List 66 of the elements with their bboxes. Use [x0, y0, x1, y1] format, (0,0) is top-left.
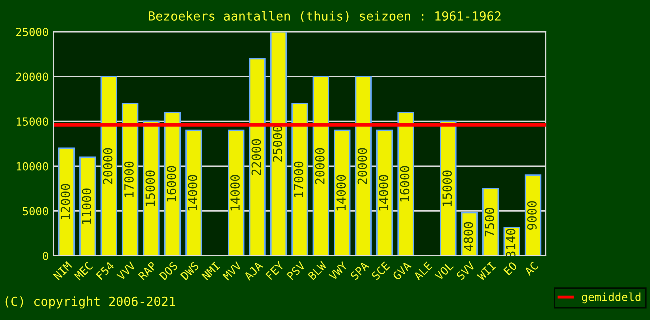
data-label: 16000: [400, 166, 410, 202]
bar: [312, 76, 330, 256]
x-tick-label: GVA: [392, 261, 412, 281]
x-tick-label: VWY: [328, 261, 348, 281]
bar: [186, 130, 202, 256]
data-label: 17000: [294, 162, 304, 198]
data-label: 14000: [336, 175, 346, 211]
bar: [334, 130, 351, 256]
x-tick-label: FEY: [266, 261, 285, 280]
x-tick-label: MEC: [74, 262, 94, 281]
data-label: 22000: [252, 139, 262, 176]
data-label: 20000: [315, 148, 325, 184]
chart-title: Bezoekers aantallen (thuis) seizoen : 1961-1962: [149, 11, 501, 22]
bar: [228, 130, 245, 256]
bar: [440, 120, 457, 256]
y-tick-label: 0: [43, 252, 48, 260]
data-label: 17000: [124, 162, 134, 198]
bar: [80, 156, 96, 256]
bar: [122, 102, 139, 256]
data-label: 12000: [60, 184, 70, 220]
x-tick-label: SCE: [371, 262, 390, 281]
y-tick-label: 15000: [16, 118, 48, 126]
bar: [376, 130, 394, 256]
data-label: 4800: [464, 222, 474, 252]
data-label: 3140: [506, 229, 516, 258]
bar: [355, 76, 372, 256]
x-tick-label: DWS: [180, 262, 200, 281]
bar: [524, 174, 542, 256]
bar: [100, 76, 118, 256]
bar: [292, 102, 308, 256]
data-label: 11000: [82, 188, 92, 224]
bar: [164, 112, 182, 256]
data-label: 15000: [442, 170, 452, 206]
bar: [58, 148, 76, 256]
x-tick-label: AJA: [244, 261, 264, 282]
data-label: 15000: [146, 170, 156, 206]
bar: [249, 58, 266, 256]
y-tick-label: 5000: [23, 207, 48, 216]
y-tick-label: 25000: [16, 28, 48, 36]
data-label: 20000: [358, 148, 368, 184]
bar: [398, 112, 414, 256]
bar: [270, 32, 288, 256]
y-tick-label: 10000: [16, 162, 48, 171]
x-tick-label: VOL: [434, 261, 454, 281]
text: (C) copyright 2006-2021: [6, 296, 176, 309]
bar: [143, 120, 160, 256]
x-tick-label: F54: [96, 262, 115, 280]
x-tick-label: AC: [524, 262, 539, 276]
x-tick-label: VVV: [116, 261, 136, 281]
x-tick-label: WII: [476, 262, 496, 282]
x-tick-label: EO: [504, 261, 518, 276]
data-label: 7500: [485, 208, 495, 237]
bar: [482, 188, 500, 256]
y-tick-label: 20000: [16, 72, 48, 82]
x-tick-label: RAP: [138, 261, 158, 281]
data-label: 14000: [230, 175, 240, 211]
data-label: 25000: [272, 126, 282, 162]
x-tick-label: NMI: [202, 262, 220, 281]
x-tick-label: DOS: [159, 262, 178, 281]
data-label: 9000: [527, 201, 537, 230]
legend-label: gemiddeld: [582, 292, 641, 304]
data-label: 20000: [103, 148, 113, 184]
x-tick-label: SPA: [350, 261, 370, 281]
data-label: 14000: [379, 175, 388, 211]
data-label: 14000: [188, 175, 198, 211]
data-label: 16000: [166, 166, 176, 202]
